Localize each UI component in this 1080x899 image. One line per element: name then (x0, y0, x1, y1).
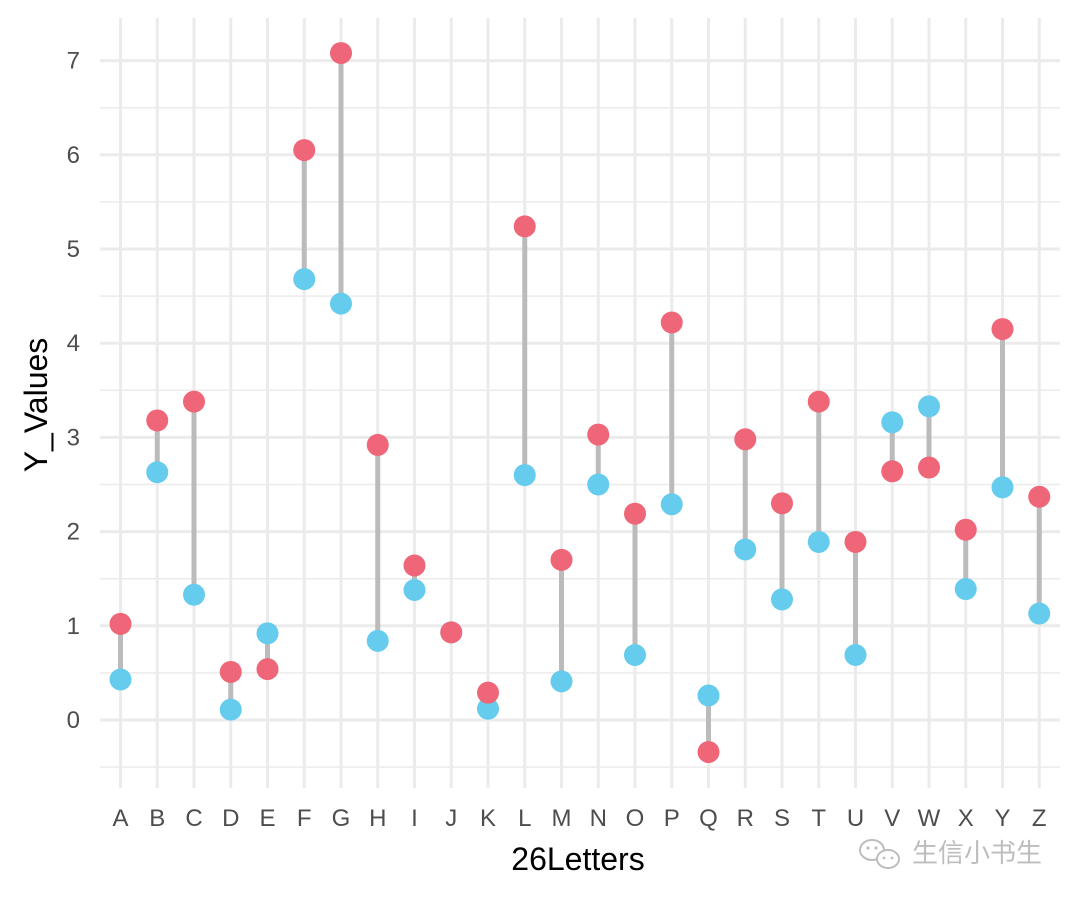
x-tick-label: A (112, 805, 128, 832)
data-point-series-b (109, 668, 132, 691)
x-tick-label: Q (699, 805, 718, 832)
y-tick-label: 2 (67, 519, 80, 546)
data-point-series-a (440, 621, 463, 644)
data-point-series-a (330, 42, 352, 65)
y-tick-label: 3 (67, 424, 80, 451)
data-point-series-b (477, 697, 499, 720)
x-tick-label: I (411, 805, 418, 832)
data-point-series-a (366, 433, 389, 456)
x-axis-title: 26Letters (511, 841, 644, 877)
data-point-series-b (403, 579, 426, 602)
data-point-series-a (844, 530, 867, 553)
y-tick-label: 6 (67, 142, 80, 169)
data-point-series-b (513, 464, 536, 487)
data-point-series-b (624, 644, 646, 667)
data-point-series-a (587, 423, 610, 446)
segments (118, 53, 1042, 753)
x-tick-label: F (297, 805, 312, 832)
data-point-series-a (771, 492, 793, 515)
data-point-series-b (183, 583, 205, 606)
data-point-series-a (219, 660, 242, 683)
data-point-series-a (550, 548, 573, 571)
wechat-icon (859, 839, 900, 869)
y-tick-label: 7 (67, 48, 80, 75)
x-tick-label: Z (1032, 805, 1047, 832)
y-tick-label: 4 (67, 330, 80, 357)
data-point-series-b (807, 530, 830, 553)
data-point-series-b (697, 684, 720, 707)
x-tick-label: R (737, 805, 754, 832)
data-point-series-b (146, 461, 169, 484)
x-tick-label: Y (994, 805, 1010, 832)
data-point-series-b (844, 644, 867, 667)
y-tick-labels: 0 1 2 3 4 5 6 7 (67, 48, 80, 734)
x-tick-label: T (811, 805, 826, 832)
data-point-series-a (109, 612, 132, 635)
x-tick-label: V (884, 805, 900, 832)
x-tick-label: D (222, 805, 239, 832)
y-tick-label: 5 (67, 236, 80, 263)
x-tick-label: B (149, 805, 165, 832)
y-tick-label: 0 (67, 707, 80, 734)
x-tick-label: O (626, 805, 645, 832)
y-tick-label: 1 (67, 613, 80, 640)
data-point-series-b (330, 292, 352, 315)
points-series-a (109, 42, 1051, 764)
x-tick-label: S (774, 805, 790, 832)
data-point-series-b (660, 493, 683, 516)
data-point-series-a (991, 318, 1014, 341)
data-point-series-a (918, 456, 940, 479)
watermark: 生信小书生 (859, 839, 1042, 869)
data-point-series-a (183, 390, 205, 413)
x-tick-label: P (664, 805, 680, 832)
data-point-series-a (403, 554, 426, 577)
data-point-series-a (881, 460, 904, 483)
data-point-series-a (734, 428, 757, 451)
x-tick-label: E (259, 805, 275, 832)
data-point-series-a (624, 502, 646, 525)
x-tick-label: W (918, 805, 941, 832)
x-tick-label: L (518, 805, 531, 832)
x-tick-label: G (332, 805, 351, 832)
data-point-series-a (477, 681, 499, 704)
data-point-series-a (697, 741, 720, 764)
x-tick-label: M (552, 805, 572, 832)
x-tick-label: N (590, 805, 607, 832)
watermark-text: 生信小书生 (912, 839, 1042, 869)
points-series-b (109, 268, 1051, 721)
x-tick-label: K (480, 805, 496, 832)
x-tick-label: U (847, 805, 864, 832)
data-point-series-b (771, 588, 793, 611)
x-tick-label: X (958, 805, 974, 832)
data-point-series-a (660, 311, 683, 334)
grid-major (100, 18, 1060, 788)
data-point-series-b (293, 268, 316, 291)
x-tick-label: J (445, 805, 457, 832)
data-point-series-a (146, 409, 169, 432)
x-tick-label: C (185, 805, 202, 832)
data-point-series-a (1028, 485, 1051, 508)
data-point-series-b (550, 670, 573, 693)
data-point-series-b (991, 476, 1014, 499)
data-point-series-b (256, 622, 279, 645)
data-point-series-b (1028, 602, 1051, 625)
data-point-series-a (807, 390, 830, 413)
x-tick-label: H (369, 805, 386, 832)
data-point-series-b (918, 395, 940, 418)
data-point-series-b (366, 629, 389, 652)
data-point-series-a (954, 518, 977, 541)
data-point-series-b (587, 473, 610, 496)
data-point-series-b (734, 538, 757, 561)
data-point-series-b (219, 698, 242, 721)
data-point-series-a (256, 658, 279, 681)
data-point-series-b (954, 578, 977, 601)
y-axis-title: Y_Values (18, 338, 54, 473)
data-point-series-b (881, 411, 904, 434)
data-point-series-a (293, 139, 316, 162)
data-point-series-a (513, 215, 536, 238)
